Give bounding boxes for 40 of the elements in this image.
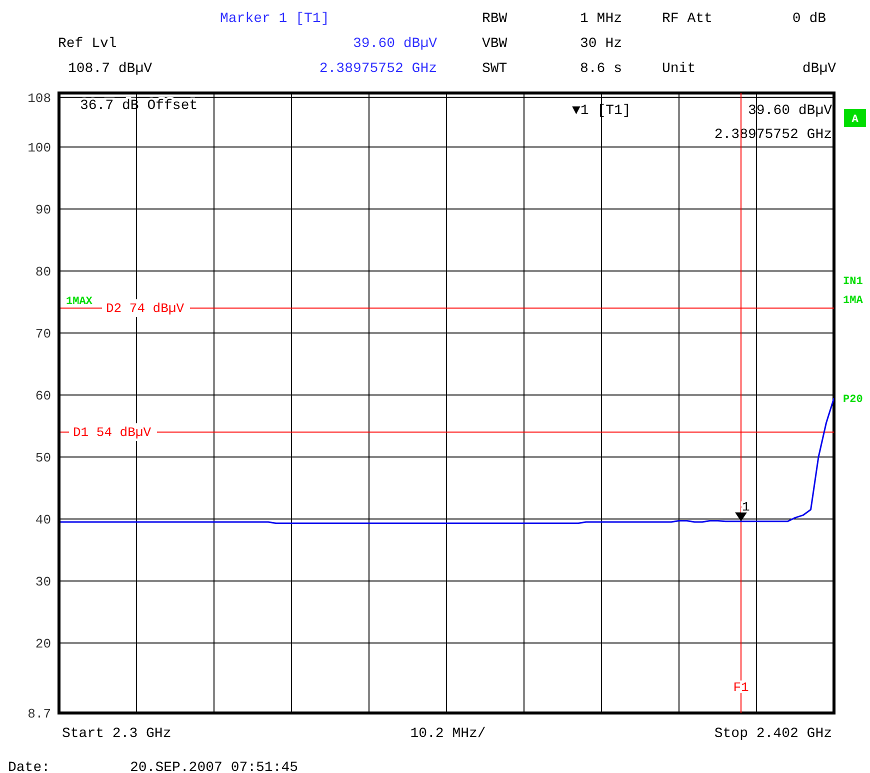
y-tick-label: 60 [35,388,51,404]
text: 20.SEP.2007 07:51:45 [130,760,298,773]
text: SWT [482,61,508,77]
text: 10.2 MHz/ [410,726,486,742]
y-tick-label: 20 [35,636,51,652]
annotation: 1 [742,499,750,514]
y-tick-label: 70 [35,326,51,342]
text: 1MA [843,295,864,307]
y-tick-label: 90 [35,202,51,218]
text: Stop 2.402 GHz [714,726,832,742]
text: Date: [8,760,50,773]
y-tick-label: 30 [35,574,51,590]
text: RBW [482,11,508,27]
text: IN1 [843,276,864,288]
text: 1 MHz [580,11,622,27]
text: Ref Lvl [58,36,117,52]
ref-line-label: D2 74 dBµV [106,301,184,316]
text: Marker 1 [T1] [220,11,330,27]
text: A [852,114,859,126]
y-tick-label: 8.7 [28,706,51,722]
text: 0 dB [792,11,826,27]
y-tick-label: 108 [28,90,51,106]
text: 2.38975752 GHz [319,61,437,77]
line-series [59,397,834,524]
text: 30 Hz [580,36,622,52]
text: dBµV [802,61,837,77]
text: 108.7 dBµV [68,61,153,77]
y-tick-label: 40 [35,512,51,528]
text: RF Att [662,11,712,27]
text: 39.60 dBµV [352,36,438,52]
y-tick-label: 80 [35,264,51,280]
annotation: 1MAX [66,296,93,308]
y-tick-label: 100 [28,140,51,156]
ref-line-label: D1 54 dBµV [73,425,152,440]
y-tick-label: 50 [35,450,51,466]
text: Unit [662,61,696,77]
text: P20 [843,394,863,406]
text: 8.6 s [580,61,622,77]
text: Start 2.3 GHz [62,726,172,742]
text: VBW [482,36,508,52]
